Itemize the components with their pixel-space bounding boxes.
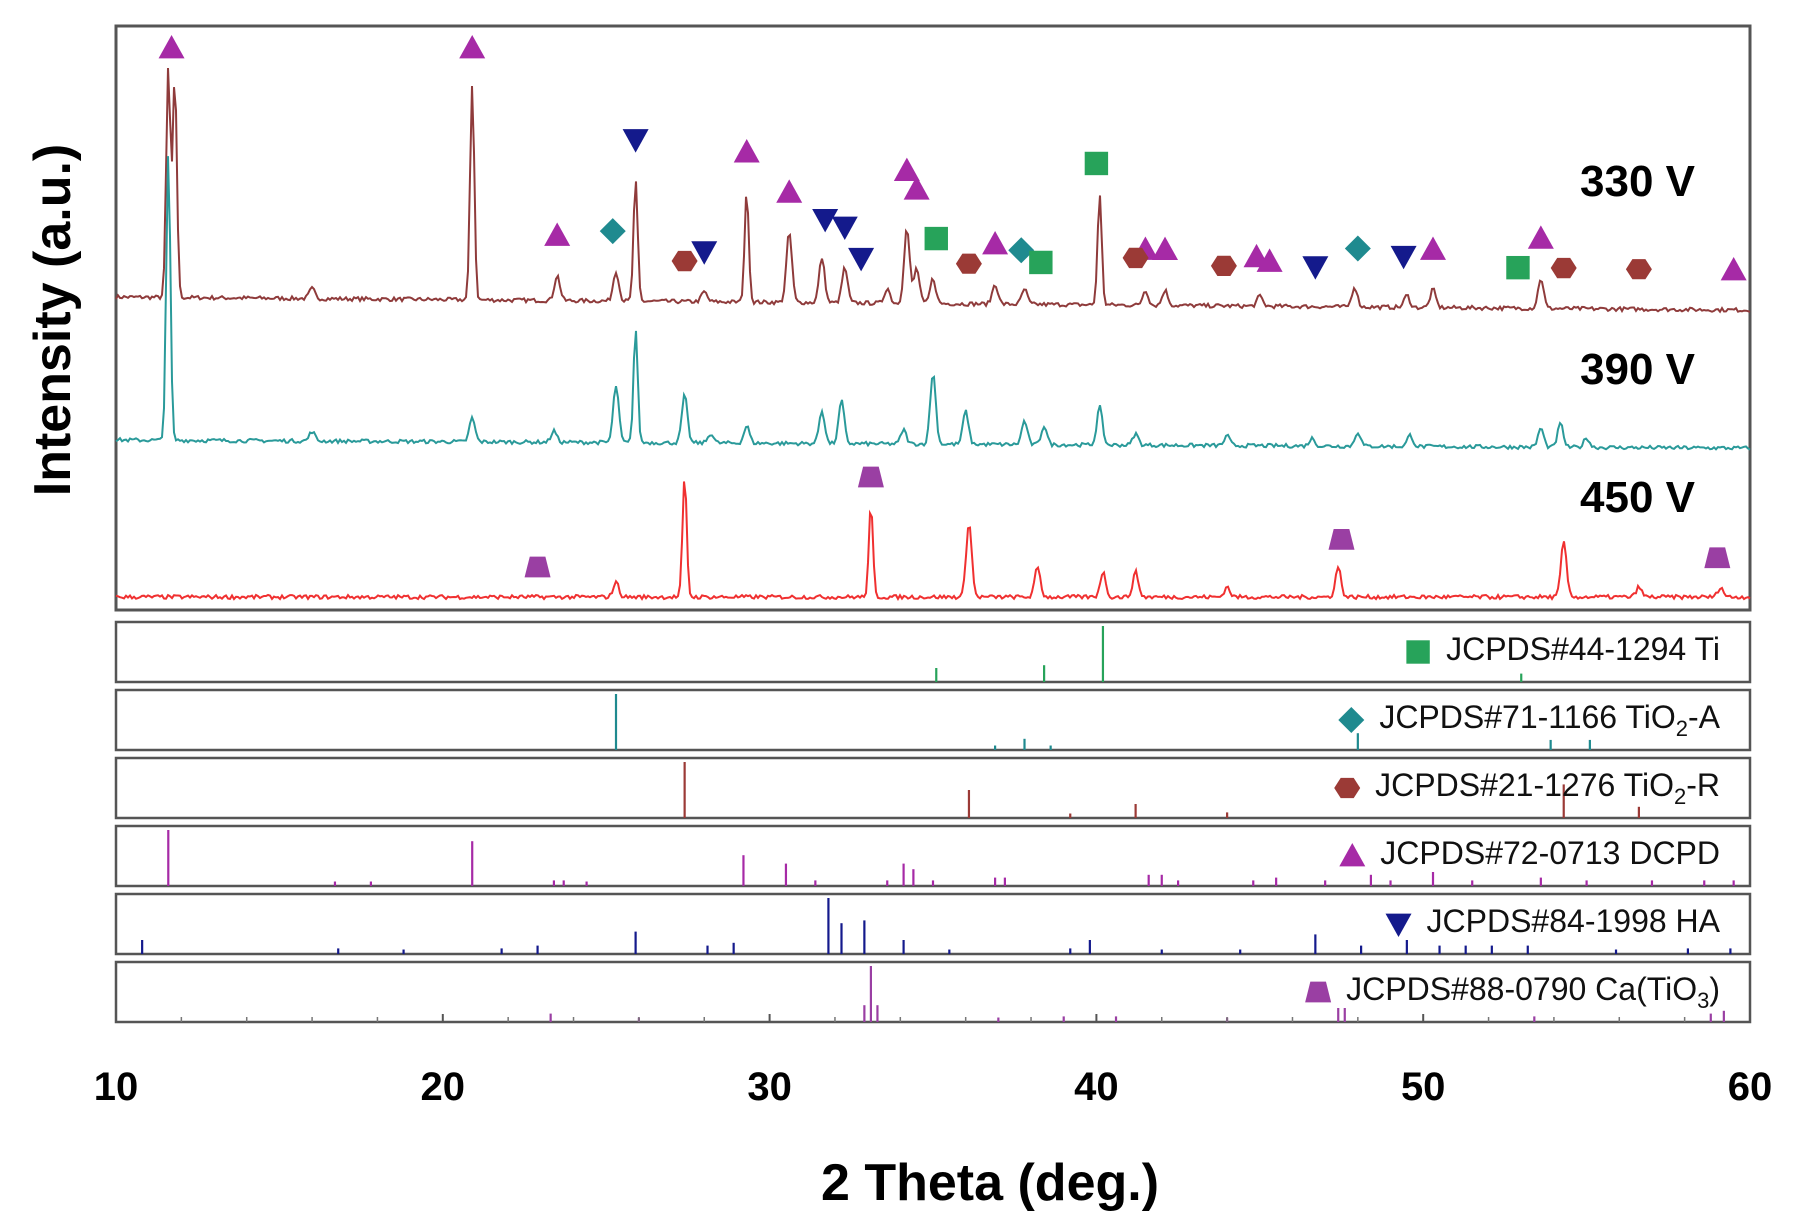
ref-marker-tio2-a bbox=[1338, 707, 1365, 733]
trace-450v bbox=[115, 481, 1751, 602]
marker-ha-3 bbox=[831, 216, 858, 241]
ref-marker-dcpd bbox=[1339, 843, 1366, 867]
ref-panel-frame bbox=[114, 960, 1752, 1024]
x-axis-ticks: 10 20 30 40 50 60 bbox=[94, 1014, 1773, 1109]
xrd-traces bbox=[115, 67, 1751, 602]
marker-ha-0 bbox=[622, 129, 649, 153]
ref-label-catio3: JCPDS#88-0790 Ca(TiO3) bbox=[1346, 971, 1720, 1013]
marker-ti-1 bbox=[1029, 250, 1053, 275]
x-axis-title: 2 Theta (deg.) bbox=[821, 1154, 1159, 1212]
marker-ti-0 bbox=[924, 226, 948, 251]
marker-tio2-a-2 bbox=[1344, 235, 1371, 262]
ref-label-tio2-r: JCPDS#21-1276 TiO2-R bbox=[1375, 767, 1720, 809]
marker-ha-1 bbox=[691, 241, 718, 265]
phase-markers bbox=[158, 35, 1747, 578]
ref-panel-ti: JCPDS#44-1294 Ti bbox=[114, 620, 1752, 684]
trace-label-330v: 330 V bbox=[1580, 157, 1696, 206]
marker-catio3-2 bbox=[1328, 528, 1355, 550]
marker-dcpd-14 bbox=[1720, 256, 1747, 281]
marker-ti-2 bbox=[1084, 151, 1109, 176]
marker-catio3-0 bbox=[524, 556, 551, 578]
ref-panel-tio2-a: JCPDS#71-1166 TiO2-A bbox=[114, 688, 1752, 752]
x-tick-label-50: 50 bbox=[1401, 1065, 1446, 1109]
ref-panel-dcpd: JCPDS#72-0713 DCPD bbox=[114, 824, 1752, 888]
marker-dcpd-5 bbox=[893, 157, 920, 182]
ref-label-ti: JCPDS#44-1294 Ti bbox=[1446, 631, 1720, 667]
main-plot-frame bbox=[114, 24, 1752, 612]
marker-dcpd-0 bbox=[158, 35, 185, 59]
x-tick-label-40: 40 bbox=[1074, 1065, 1119, 1109]
marker-tio2-a-1 bbox=[1008, 237, 1035, 264]
ref-label-tio2-a: JCPDS#71-1166 TiO2-A bbox=[1379, 699, 1720, 741]
ref-marker-ti bbox=[1406, 640, 1430, 664]
x-tick-label-10: 10 bbox=[94, 1065, 139, 1109]
marker-dcpd-9 bbox=[1152, 236, 1179, 260]
ref-panel-frame bbox=[114, 620, 1752, 684]
marker-dcpd-6 bbox=[903, 176, 930, 200]
ref-marker-tio2-r bbox=[1334, 777, 1361, 799]
marker-dcpd-1 bbox=[459, 35, 486, 59]
ref-marker-ha bbox=[1385, 913, 1412, 937]
marker-dcpd-7 bbox=[982, 231, 1009, 255]
x-tick-label-60: 60 bbox=[1728, 1065, 1773, 1109]
marker-dcpd-4 bbox=[776, 179, 803, 203]
y-axis-title: Intensity (a.u.) bbox=[24, 144, 82, 496]
ref-panel-frame bbox=[114, 688, 1752, 752]
trace-label-450v: 450 V bbox=[1580, 473, 1696, 522]
marker-tio2-r-4 bbox=[1550, 257, 1577, 279]
marker-ti-3 bbox=[1506, 255, 1530, 280]
ref-panel-catio3: JCPDS#88-0790 Ca(TiO3) bbox=[114, 960, 1752, 1024]
marker-tio2-r-0 bbox=[671, 250, 698, 272]
marker-dcpd-13 bbox=[1527, 225, 1554, 249]
ref-marker-catio3 bbox=[1305, 981, 1332, 1003]
ref-label-dcpd: JCPDS#72-0713 DCPD bbox=[1380, 835, 1720, 871]
marker-tio2-a-0 bbox=[599, 218, 626, 245]
marker-ha-4 bbox=[848, 247, 875, 272]
ref-panel-frame bbox=[114, 892, 1752, 956]
marker-ha-6 bbox=[1390, 245, 1417, 270]
marker-tio2-r-2 bbox=[1122, 247, 1149, 269]
ref-panel-tio2-r: JCPDS#21-1276 TiO2-R bbox=[114, 756, 1752, 820]
ref-panel-ha: JCPDS#84-1998 HA bbox=[114, 892, 1752, 956]
marker-tio2-r-3 bbox=[1210, 255, 1237, 276]
ref-label-ha: JCPDS#84-1998 HA bbox=[1427, 903, 1721, 939]
marker-dcpd-3 bbox=[733, 139, 760, 163]
marker-tio2-r-5 bbox=[1625, 259, 1652, 280]
reference-panels: JCPDS#44-1294 Ti JCPDS#71-1166 TiO2-A JCPD… bbox=[114, 620, 1752, 1024]
marker-catio3-3 bbox=[1704, 547, 1731, 569]
trace-390v bbox=[115, 156, 1751, 451]
marker-tio2-r-1 bbox=[955, 253, 982, 274]
marker-dcpd-2 bbox=[544, 222, 571, 246]
ref-panel-frame bbox=[114, 756, 1752, 820]
trace-labels: 330 V 390 V 450 V bbox=[1580, 157, 1696, 522]
marker-dcpd-12 bbox=[1420, 236, 1447, 260]
marker-catio3-1 bbox=[857, 466, 884, 488]
trace-label-390v: 390 V bbox=[1580, 345, 1696, 394]
marker-ha-5 bbox=[1302, 256, 1329, 280]
x-tick-label-30: 30 bbox=[747, 1065, 792, 1109]
x-tick-label-20: 20 bbox=[421, 1065, 466, 1109]
marker-ha-2 bbox=[812, 208, 839, 233]
marker-dcpd-11 bbox=[1256, 248, 1283, 272]
trace-330v bbox=[115, 67, 1751, 314]
